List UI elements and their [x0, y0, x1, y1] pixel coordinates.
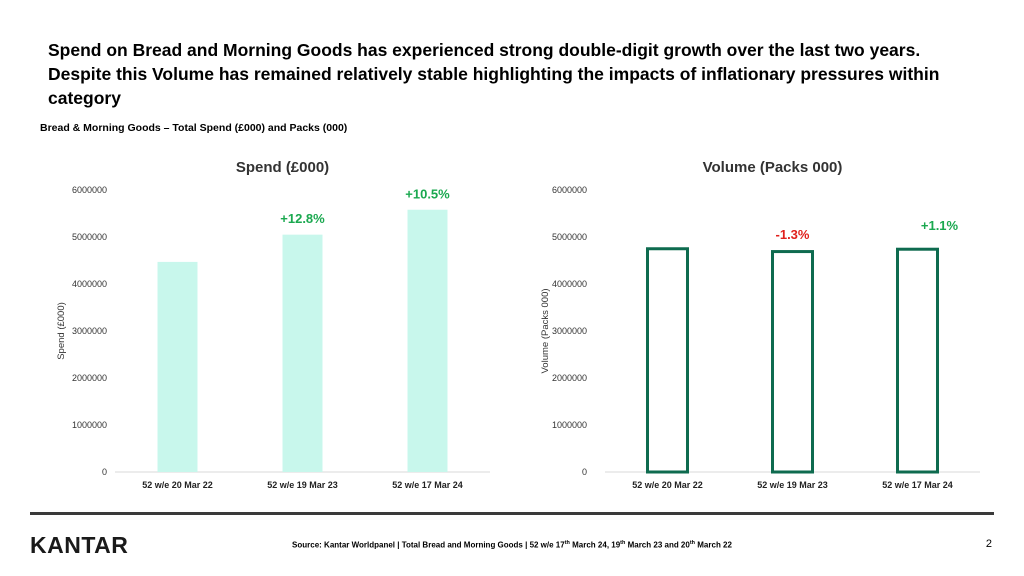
- volume-chart: Volume (Packs 000) Volume (Packs 000) 0 100…: [540, 159, 980, 490]
- spend-chart-title: Spend (£000): [236, 159, 329, 176]
- kantar-logo: KANTAR: [30, 532, 129, 558]
- source-text-4: March 22: [695, 540, 732, 550]
- spend-growth-label: +10.5%: [405, 186, 450, 201]
- volume-y-tick-label: 4000000: [552, 279, 587, 289]
- volume-y-axis-label: Volume (Packs 000): [540, 288, 551, 373]
- spend-x-tick-label: 52 w/e 17 Mar 24: [392, 480, 463, 490]
- volume-x-tick-label: 52 w/e 17 Mar 24: [882, 480, 953, 490]
- chart-subtitle: Bread & Morning Goods – Total Spend (£00…: [40, 122, 348, 134]
- volume-y-tick-label: 6000000: [552, 185, 587, 195]
- page-number: 2: [985, 538, 992, 550]
- volume-y-tick-label: 0: [582, 467, 587, 477]
- spend-y-tick-label: 5000000: [72, 232, 107, 242]
- volume-y-tick-label: 2000000: [552, 373, 587, 383]
- spend-growth-label: +12.8%: [280, 211, 325, 226]
- volume-x-tick-label: 52 w/e 20 Mar 22: [632, 480, 703, 490]
- spend-x-tick-label: 52 w/e 20 Mar 22: [142, 480, 213, 490]
- spend-y-tick-label: 0: [102, 467, 107, 477]
- spend-x-tick-label: 52 w/e 19 Mar 23: [267, 480, 338, 490]
- spend-y-tick-label: 3000000: [72, 326, 107, 336]
- volume-bar: [771, 250, 814, 474]
- spend-y-tick-label: 1000000: [72, 420, 107, 430]
- volume-growth-label: +1.1%: [921, 218, 959, 233]
- source-sup-3: th: [689, 540, 696, 546]
- volume-x-tick-label: 52 w/e 19 Mar 23: [757, 480, 828, 490]
- volume-bar: [896, 247, 939, 474]
- source-sup-1: th: [564, 540, 570, 546]
- volume-y-tick-label: 1000000: [552, 420, 587, 430]
- source-text-2: March 24, 19: [569, 540, 621, 550]
- spend-y-tick-label: 2000000: [72, 373, 107, 383]
- page-headline: Spend on Bread and Morning Goods has exp…: [48, 40, 940, 108]
- volume-growth-label: -1.3%: [776, 227, 810, 242]
- source-sup-2: th: [620, 540, 626, 546]
- volume-y-tick-label: 5000000: [552, 232, 587, 242]
- spend-y-tick-label: 4000000: [72, 279, 107, 289]
- volume-y-tick-label: 3000000: [552, 326, 587, 336]
- spend-y-axis-label: Spend (£000): [56, 302, 67, 360]
- spend-bar: [407, 209, 448, 473]
- source-text-3: March 23 and 20: [625, 540, 690, 550]
- source-text-1: Source: Kantar Worldpanel | Total Bread …: [292, 540, 565, 550]
- spend-bar: [282, 234, 323, 472]
- volume-bar: [646, 247, 689, 474]
- volume-chart-title: Volume (Packs 000): [703, 159, 843, 176]
- footer-divider: [30, 512, 994, 515]
- spend-y-tick-label: 6000000: [72, 185, 107, 195]
- source-note: Source: Kantar Worldpanel | Total Bread …: [0, 540, 1024, 550]
- spend-bar: [157, 261, 198, 472]
- spend-chart: Spend (£000) Spend (£000) 0 1000000 2000000 3…: [56, 159, 490, 490]
